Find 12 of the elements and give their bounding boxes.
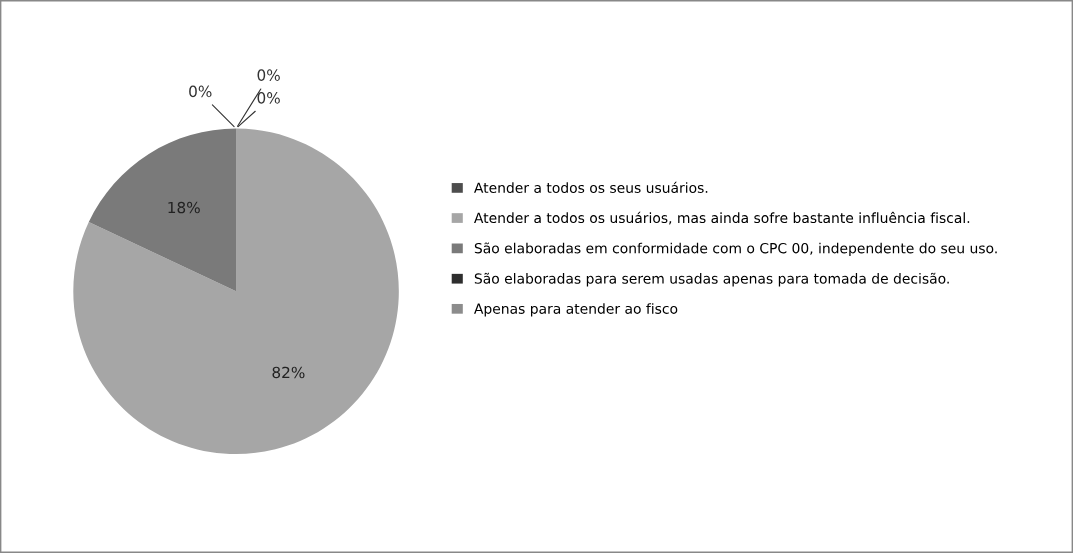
legend-label: São elaboradas para serem usadas apenas para tomada de decisão. bbox=[474, 272, 949, 287]
legend-label: Atender a todos os seus usuários. bbox=[474, 181, 708, 193]
text: 0% bbox=[257, 69, 280, 81]
text: 0% bbox=[189, 85, 212, 98]
legend-label: Atender a todos os usuários, mas ainda sofre bastante influência fiscal. bbox=[474, 211, 970, 225]
data-label: 18% bbox=[168, 201, 200, 214]
text: 0% bbox=[257, 92, 280, 104]
legend-label: São elaboradas em conformidade com o CPC 00, independente do seu uso. bbox=[474, 242, 997, 257]
data-label: 82% bbox=[272, 366, 305, 379]
pie-slice bbox=[88, 128, 237, 292]
pie-slice bbox=[73, 128, 399, 455]
legend-label: Apenas para atender ao fisco bbox=[474, 303, 678, 317]
